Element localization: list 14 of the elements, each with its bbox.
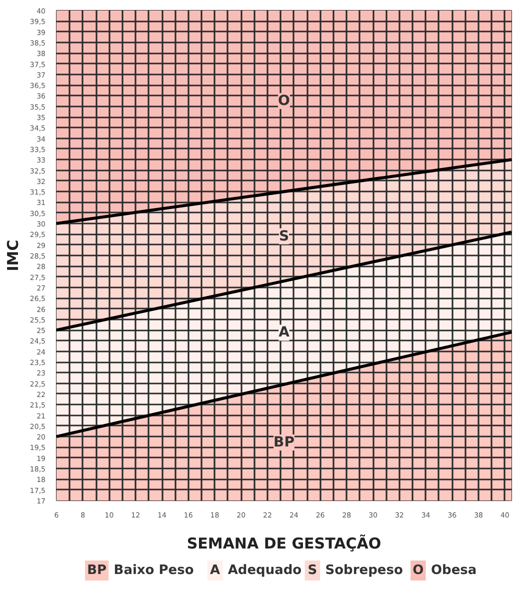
text: A [210, 563, 220, 578]
text: S [308, 563, 318, 578]
x-axis-title: SEMANA DE GESTAÇÃO [186, 534, 382, 552]
legend-label: Adequado [228, 563, 302, 578]
legend-label: Baixo Peso [114, 563, 194, 578]
annotation: A [278, 324, 290, 341]
annotation: BP [274, 434, 294, 450]
text: O [412, 563, 424, 578]
y-axis-title: IMC [4, 240, 22, 272]
text: BP [87, 563, 107, 578]
annotation: S [278, 228, 290, 244]
legend-label: Sobrepeso [325, 563, 403, 578]
legend-label: Obesa [430, 563, 477, 578]
annotation: O [278, 93, 290, 110]
